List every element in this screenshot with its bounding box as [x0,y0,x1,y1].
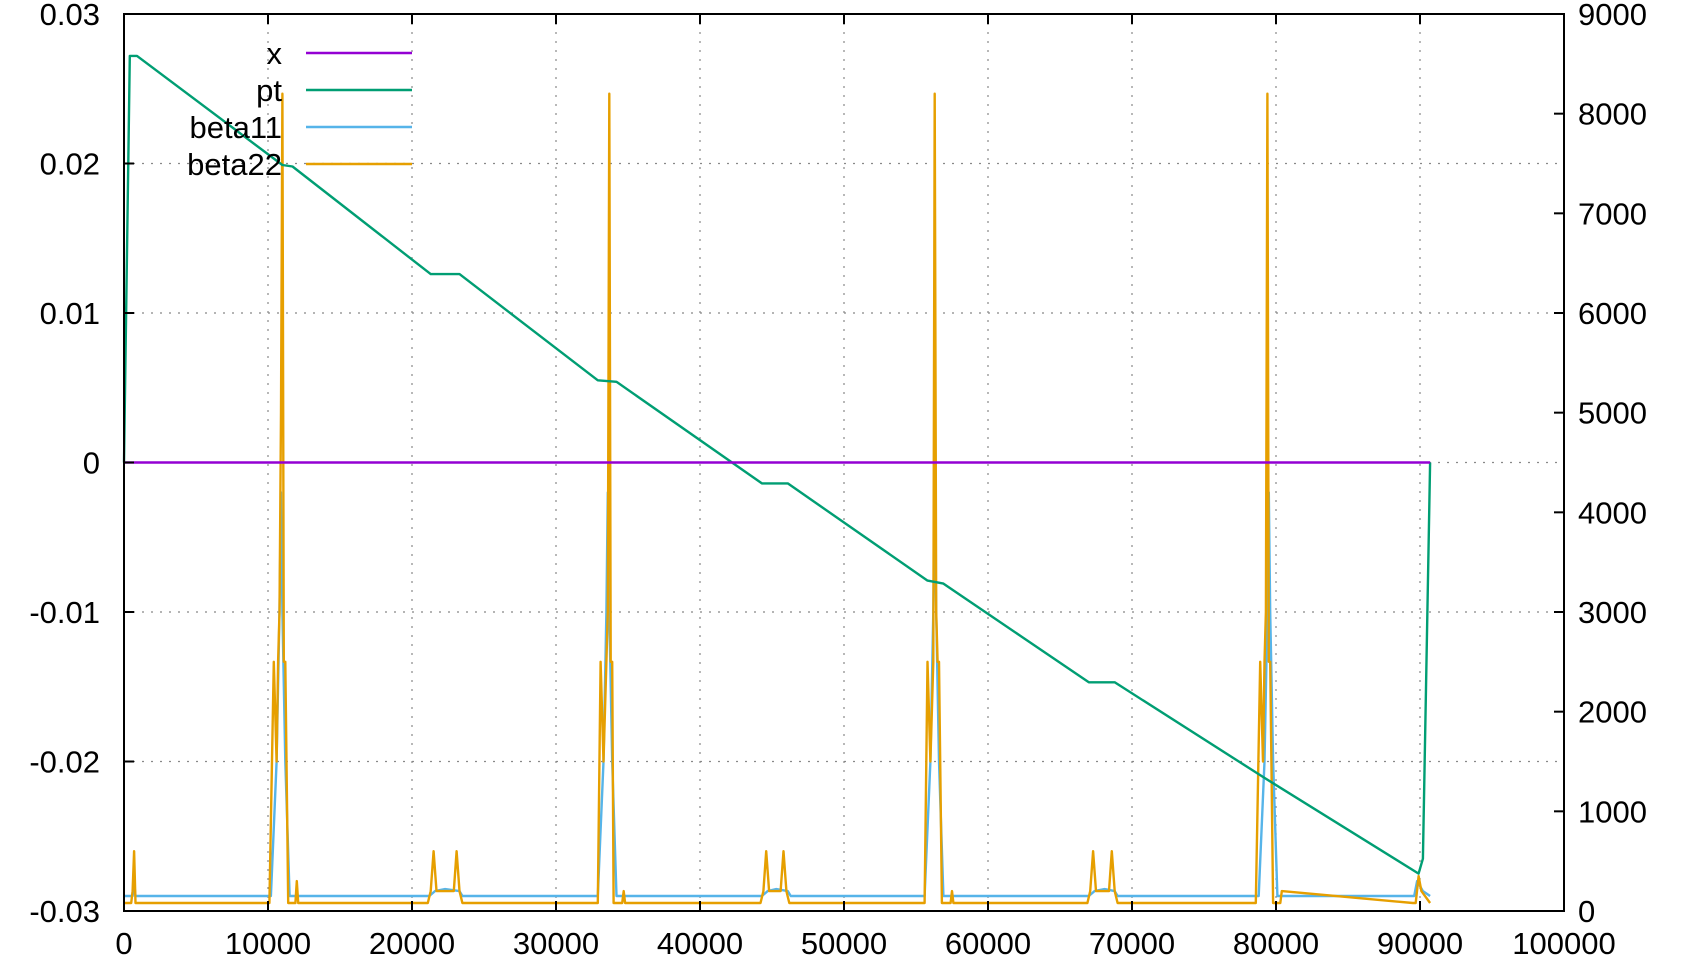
axis-ticks [123,13,1565,912]
y-tick-label: 0.01 [40,296,100,331]
y-tick-label: -0.01 [29,595,100,630]
y2-tick-label: 0 [1578,894,1595,929]
series-line-beta22 [124,92,1432,905]
y2-tick-label: 3000 [1578,595,1647,630]
legend-label-beta22: beta22 [187,147,282,182]
y-tick-label: 0.02 [40,147,100,182]
legend-label-pt: pt [256,73,282,108]
y-tick-label: 0.03 [40,0,100,32]
y2-tick-label: 1000 [1578,794,1647,829]
x-tick-label: 10000 [225,926,311,961]
x-tick-label: 20000 [369,926,455,961]
x-tick-label: 90000 [1377,926,1463,961]
y2-tick-label: 5000 [1578,396,1647,431]
tick-labels: 0 10000 20000 30000 40000 50000 60000 70000 8000… [29,0,1647,961]
y-tick-label: 0 [83,446,100,481]
x-tick-label: 50000 [801,926,887,961]
y2-tick-label: 4000 [1578,495,1647,530]
x-tick-label: 80000 [1233,926,1319,961]
y2-tick-label: 7000 [1578,196,1647,231]
x-tick-label: 30000 [513,926,599,961]
legend-label-beta11: beta11 [189,110,282,145]
x-tick-label: 0 [115,926,132,961]
y-tick-label: -0.02 [29,745,100,780]
y2-tick-label: 8000 [1578,97,1647,132]
x-tick-label: 40000 [657,926,743,961]
y2-tick-label: 9000 [1578,0,1647,32]
plot-area [122,54,1432,905]
x-tick-label: 70000 [1089,926,1175,961]
y2-tick-label: 6000 [1578,296,1647,331]
x-tick-label: 60000 [945,926,1031,961]
y-tick-label: -0.03 [29,894,100,929]
x-tick-label: 100000 [1512,926,1615,961]
y2-tick-label: 2000 [1578,695,1647,730]
series-line-beta11 [124,491,1431,898]
series-line-pt [122,54,1432,875]
legend-label-x: x [267,36,283,71]
